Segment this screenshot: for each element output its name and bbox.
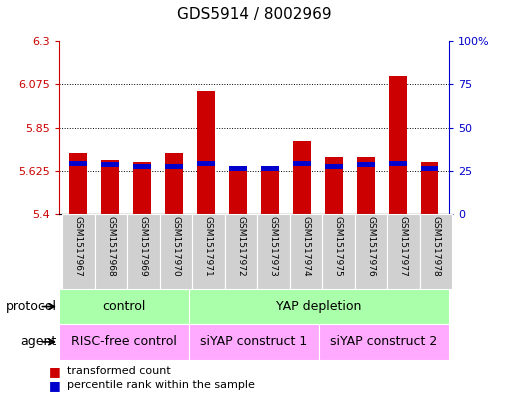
Bar [133, 162, 151, 214]
Bar [189, 289, 449, 324]
Text: GSM1517967: GSM1517967 [74, 217, 83, 277]
Text: GSM1517970: GSM1517970 [171, 217, 181, 277]
Bar [69, 153, 87, 214]
Text: GDS5914 / 8002969: GDS5914 / 8002969 [176, 7, 331, 22]
Bar [421, 162, 439, 214]
Text: GSM1517972: GSM1517972 [236, 217, 245, 277]
Bar [197, 161, 215, 166]
Text: RISC-free control: RISC-free control [71, 335, 177, 349]
Bar [387, 214, 420, 289]
Text: YAP depletion: YAP depletion [276, 300, 362, 313]
Bar [319, 324, 449, 360]
Bar [59, 289, 189, 324]
Text: GSM1517973: GSM1517973 [269, 217, 278, 277]
Bar [102, 160, 119, 214]
Text: control: control [102, 300, 146, 313]
Bar [165, 164, 183, 169]
Bar [229, 166, 247, 171]
Bar [127, 214, 160, 289]
Text: siYAP construct 1: siYAP construct 1 [200, 335, 308, 349]
Bar [192, 214, 225, 289]
Text: ■: ■ [49, 365, 61, 378]
Text: GSM1517969: GSM1517969 [139, 217, 148, 277]
Text: protocol: protocol [6, 300, 56, 313]
Bar [293, 161, 311, 166]
Bar [322, 214, 354, 289]
Text: siYAP construct 2: siYAP construct 2 [330, 335, 438, 349]
Text: GSM1517977: GSM1517977 [399, 217, 408, 277]
Bar [160, 214, 192, 289]
Bar [420, 214, 452, 289]
Bar [357, 156, 374, 214]
Text: GSM1517978: GSM1517978 [431, 217, 440, 277]
Bar [197, 91, 215, 214]
Bar [257, 214, 290, 289]
Bar [325, 156, 343, 214]
Bar [325, 164, 343, 169]
Bar [102, 162, 119, 167]
Bar [261, 166, 279, 214]
Bar [421, 166, 439, 171]
Bar [389, 76, 406, 214]
Text: ■: ■ [49, 378, 61, 392]
Bar [293, 141, 311, 214]
Bar [357, 162, 374, 167]
Bar [95, 214, 127, 289]
Bar [133, 164, 151, 169]
Text: transformed count: transformed count [67, 366, 170, 376]
Text: GSM1517975: GSM1517975 [334, 217, 343, 277]
Text: GSM1517976: GSM1517976 [366, 217, 376, 277]
Bar [165, 153, 183, 214]
Bar [225, 214, 257, 289]
Bar [69, 161, 87, 166]
Bar [290, 214, 322, 289]
Bar [261, 166, 279, 171]
Text: percentile rank within the sample: percentile rank within the sample [67, 380, 254, 390]
Bar [189, 324, 319, 360]
Text: GSM1517971: GSM1517971 [204, 217, 213, 277]
Bar [62, 214, 95, 289]
Text: agent: agent [20, 335, 56, 349]
Text: GSM1517968: GSM1517968 [107, 217, 115, 277]
Bar [389, 161, 406, 166]
Text: GSM1517974: GSM1517974 [302, 217, 310, 277]
Bar [229, 166, 247, 214]
Bar [354, 214, 387, 289]
Bar [59, 324, 189, 360]
